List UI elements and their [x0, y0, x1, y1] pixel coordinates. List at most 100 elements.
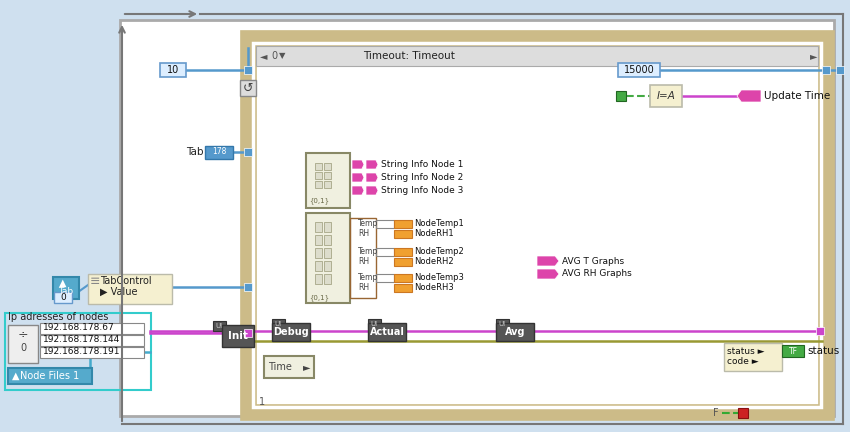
Bar: [40, 347, 144, 358]
Text: ▲: ▲: [12, 371, 20, 381]
Bar: [253, 43, 821, 407]
Text: NodeRH3: NodeRH3: [414, 283, 454, 292]
Text: 10: 10: [167, 65, 179, 75]
Text: UI: UI: [215, 323, 223, 329]
Bar: [650, 85, 682, 107]
Text: AVG RH Graphs: AVG RH Graphs: [562, 270, 632, 279]
Text: Timeout: Timeout: Timeout: Timeout: [363, 51, 455, 61]
Bar: [324, 172, 331, 179]
Bar: [205, 146, 233, 159]
Bar: [256, 46, 818, 66]
Bar: [324, 248, 331, 258]
Polygon shape: [366, 173, 378, 182]
Bar: [368, 319, 381, 329]
Text: NodeTemp2: NodeTemp2: [414, 248, 464, 257]
Text: ÷: ÷: [18, 328, 28, 342]
Bar: [8, 325, 38, 363]
Text: NodeTemp1: NodeTemp1: [414, 219, 464, 229]
Bar: [272, 323, 310, 341]
Bar: [246, 36, 828, 414]
Bar: [394, 284, 412, 292]
Bar: [54, 292, 72, 303]
Bar: [315, 172, 322, 179]
Bar: [496, 323, 534, 341]
Text: 192.168.178.144: 192.168.178.144: [43, 336, 120, 344]
Bar: [160, 63, 186, 77]
Bar: [244, 66, 252, 74]
Bar: [324, 261, 331, 271]
Bar: [315, 163, 322, 170]
Bar: [822, 66, 830, 74]
Polygon shape: [537, 256, 559, 266]
Bar: [368, 323, 406, 341]
Text: Temp: Temp: [358, 273, 378, 283]
Text: Actual: Actual: [370, 327, 405, 337]
Text: I=A: I=A: [656, 91, 676, 101]
Text: RH: RH: [358, 283, 369, 292]
Text: 15000: 15000: [624, 65, 654, 75]
Bar: [5, 313, 151, 390]
Bar: [324, 235, 331, 245]
Text: ▶ Value: ▶ Value: [100, 287, 138, 297]
Text: {0,1}: {0,1}: [309, 295, 329, 302]
Text: RH: RH: [358, 229, 369, 238]
Bar: [272, 319, 285, 329]
Text: 192.168.178.67: 192.168.178.67: [43, 324, 115, 333]
Text: String Info Node 3: String Info Node 3: [381, 186, 463, 195]
Text: NodeTemp3: NodeTemp3: [414, 273, 464, 283]
Text: ►: ►: [303, 362, 311, 372]
Text: ▼: ▼: [279, 51, 286, 60]
Bar: [256, 46, 818, 404]
Bar: [213, 321, 226, 331]
Bar: [376, 274, 394, 282]
Bar: [8, 368, 92, 384]
Bar: [315, 222, 322, 232]
Polygon shape: [537, 269, 559, 279]
Bar: [40, 335, 144, 346]
Bar: [248, 38, 826, 412]
Bar: [816, 327, 824, 335]
Polygon shape: [352, 173, 364, 182]
Text: Init: Init: [228, 331, 248, 341]
Bar: [394, 258, 412, 266]
Bar: [244, 148, 252, 156]
Text: ◄: ◄: [260, 51, 268, 61]
Text: status ►: status ►: [727, 346, 764, 356]
Text: TF: TF: [789, 346, 797, 356]
Bar: [324, 181, 331, 188]
Text: ↺: ↺: [243, 82, 253, 95]
Bar: [222, 325, 254, 347]
Text: UI: UI: [275, 321, 281, 327]
Text: Temp: Temp: [358, 219, 378, 229]
Text: status: status: [807, 346, 839, 356]
Bar: [324, 274, 331, 284]
Bar: [40, 323, 144, 334]
Text: ≡: ≡: [90, 274, 100, 288]
Bar: [724, 343, 782, 371]
Text: Time: Time: [268, 362, 292, 372]
Text: 0: 0: [20, 343, 26, 353]
Bar: [376, 248, 394, 256]
Bar: [306, 213, 350, 303]
Text: UI: UI: [371, 321, 377, 327]
Bar: [324, 222, 331, 232]
Bar: [306, 153, 350, 208]
Bar: [120, 20, 834, 416]
Text: Node Files 1: Node Files 1: [20, 371, 80, 381]
Bar: [315, 274, 322, 284]
Text: Tab: Tab: [186, 147, 204, 157]
Text: Avg: Avg: [505, 327, 525, 337]
Text: Tab: Tab: [59, 286, 74, 295]
Bar: [618, 63, 660, 77]
Bar: [616, 91, 626, 101]
Text: NodeRH2: NodeRH2: [414, 257, 454, 267]
Text: F: F: [713, 408, 719, 418]
Polygon shape: [737, 90, 761, 102]
Bar: [88, 274, 172, 304]
Bar: [738, 408, 748, 418]
Text: Temp: Temp: [358, 248, 378, 257]
Text: 192.168.178.191: 192.168.178.191: [43, 347, 121, 356]
Text: 0: 0: [60, 292, 66, 302]
Bar: [315, 235, 322, 245]
Bar: [394, 230, 412, 238]
